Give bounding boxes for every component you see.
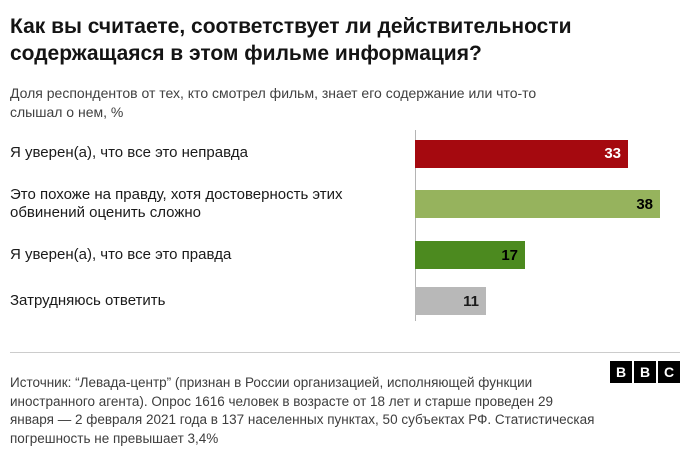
bar-zone: 33 [415,139,680,168]
bar: 11 [415,287,486,316]
bbc-logo-letter: C [658,360,680,383]
category-label: Я уверен(а), что все это неправда [10,144,248,162]
axis-line [415,129,416,322]
bar: 38 [415,190,660,219]
bar: 33 [415,139,628,168]
value-label: 11 [463,292,479,310]
chart-rows: Я уверен(а), что все это неправда 33 Это п… [10,139,680,316]
bar-zone: 11 [415,287,680,316]
value-label: 38 [636,195,653,213]
chart-title: Как вы считаете, соответствует ли действ… [10,15,572,65]
bar: 17 [415,241,525,270]
chart-row: Я уверен(а), что все это неправда 33 [10,139,680,168]
chart-row: Затрудняюсь ответить 11 [10,287,680,316]
category-label: Это похоже на правду, хотя достоверность… [10,185,343,222]
page: Как вы считаете, соответствует ли действ… [10,15,680,322]
bbc-logo-letter: B [610,360,632,383]
category-label: Затрудняюсь ответить [10,291,166,309]
bar-chart: Я уверен(а), что все это неправда 33 Это п… [10,129,680,322]
bbc-logo: B B C [610,360,680,383]
chart-row: Я уверен(а), что все это правда 17 [10,241,680,270]
footer: Источник: “Левада-центр” (признан в Росс… [0,351,690,472]
source-text: Источник: “Левада-центр” (признан в Росс… [10,375,595,446]
footer-divider [10,351,680,353]
footer-inner: Источник: “Левада-центр” (признан в Росс… [0,353,690,472]
chart-subtitle: Доля респондентов от тех, кто смотрел фи… [10,84,537,120]
value-label: 33 [604,145,621,163]
bbc-logo-letter: B [634,360,656,383]
category-label: Я уверен(а), что все это правда [10,245,232,263]
chart-row: Это похоже на правду, хотя достоверность… [10,186,680,224]
value-label: 17 [501,246,518,264]
bar-zone: 38 [415,190,680,219]
bar-zone: 17 [415,241,680,270]
